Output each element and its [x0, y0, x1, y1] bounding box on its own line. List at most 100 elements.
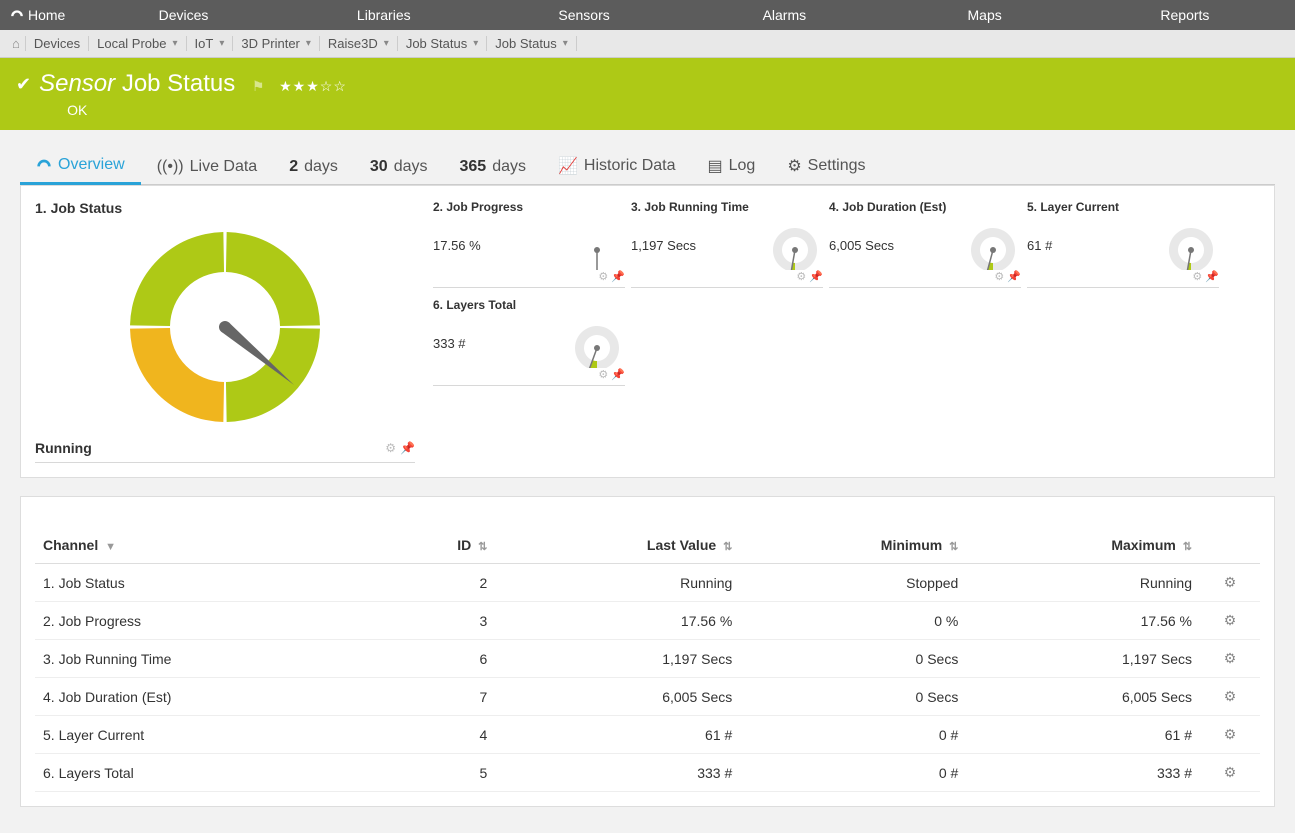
tab-settings[interactable]: ⚙ Settings: [771, 148, 881, 184]
cell-min: 0 Secs: [740, 640, 966, 678]
rating-stars[interactable]: ★★★☆☆: [279, 78, 347, 94]
sort-icon: ⇅: [949, 541, 958, 553]
pin-icon[interactable]: 📌: [809, 270, 823, 283]
cell-channel: 1. Job Status: [35, 564, 384, 602]
mini-gauge: 5. Layer Current 61 # ⚙ 📌: [1027, 200, 1219, 288]
tab-livedata[interactable]: ((•)) Live Data: [141, 150, 274, 184]
nav-devices[interactable]: Devices: [83, 0, 283, 30]
gear-icon[interactable]: ⚙: [385, 441, 396, 455]
pin-icon[interactable]: 📌: [611, 270, 625, 283]
gear-icon[interactable]: ⚙: [1224, 688, 1237, 704]
gear-icon[interactable]: ⚙: [1224, 574, 1237, 590]
breadcrumb-home-icon[interactable]: ⌂: [6, 36, 26, 51]
tab-log[interactable]: ▤ Log: [692, 148, 772, 184]
mini-gauge-icon: [767, 220, 823, 270]
tabs: Overview ((•)) Live Data 2days 30days 36…: [20, 148, 1275, 185]
nav-home-label: Home: [28, 7, 65, 23]
gear-icon: ⚙: [787, 156, 801, 176]
col-min[interactable]: Minimum ⇅: [740, 527, 966, 564]
col-channel[interactable]: Channel ▼: [35, 527, 384, 564]
cell-id: 7: [384, 678, 495, 716]
chevron-down-icon: ▾: [563, 38, 568, 49]
nav-reports[interactable]: Reports: [1085, 0, 1285, 30]
cell-id: 5: [384, 754, 495, 792]
nav-libraries[interactable]: Libraries: [284, 0, 484, 30]
breadcrumb-item[interactable]: Raise3D▾: [319, 36, 398, 51]
table-row: 1. Job Status 2 Running Stopped Running …: [35, 564, 1260, 602]
breadcrumb-item[interactable]: Local Probe▾: [88, 36, 186, 51]
nav-home[interactable]: Home: [10, 0, 83, 30]
check-icon: ✔: [16, 74, 31, 95]
mini-gauge-icon: [965, 220, 1021, 270]
pin-icon[interactable]: 📌: [1205, 270, 1219, 283]
col-id[interactable]: ID ⇅: [384, 527, 495, 564]
tab-historic[interactable]: 📈 Historic Data: [542, 148, 692, 184]
mini-gauge-title: 2. Job Progress: [433, 200, 625, 214]
tab-overview[interactable]: Overview: [20, 148, 141, 185]
gear-icon[interactable]: ⚙: [1224, 612, 1237, 628]
breadcrumb-item[interactable]: 3D Printer▾: [232, 36, 320, 51]
breadcrumb-item[interactable]: Job Status▾: [397, 36, 487, 51]
list-icon: ▤: [708, 156, 723, 176]
nav-alarms[interactable]: Alarms: [684, 0, 884, 30]
gauge-panel: 1. Job Status Running ⚙ 📌 2. Job Progres…: [20, 185, 1275, 478]
mini-gauge-icon: [569, 220, 625, 270]
col-last[interactable]: Last Value ⇅: [495, 527, 740, 564]
mini-gauge-icon: [1163, 220, 1219, 270]
mini-gauge-value: 6,005 Secs: [829, 238, 894, 253]
sensor-header: ✔ Sensor Job Status ⚑ ★★★☆☆ OK: [0, 58, 1295, 130]
gear-icon[interactable]: ⚙: [1224, 650, 1237, 666]
sort-icon: ⇅: [723, 541, 732, 553]
tab-2days[interactable]: 2days: [273, 150, 354, 184]
cell-min: 0 %: [740, 602, 966, 640]
mini-gauge: 2. Job Progress 17.56 % ⚙ 📌: [433, 200, 625, 288]
breadcrumb-item[interactable]: Job Status▾: [486, 36, 576, 51]
table-row: 3. Job Running Time 6 1,197 Secs 0 Secs …: [35, 640, 1260, 678]
tab-365days[interactable]: 365days: [444, 150, 543, 184]
main-gauge-title: 1. Job Status: [35, 200, 415, 216]
area-chart-icon: 📈: [558, 156, 578, 176]
pin-icon[interactable]: 📌: [1007, 270, 1021, 283]
flag-icon[interactable]: ⚑: [252, 78, 265, 94]
nav-sensors[interactable]: Sensors: [484, 0, 684, 30]
cell-max: 17.56 %: [966, 602, 1200, 640]
breadcrumb-item[interactable]: IoT▾: [186, 36, 234, 51]
gear-icon[interactable]: ⚙: [796, 270, 806, 283]
cell-last: 333 #: [495, 754, 740, 792]
breadcrumb-item[interactable]: Devices: [25, 36, 89, 51]
gear-icon[interactable]: ⚙: [994, 270, 1004, 283]
cell-last: 61 #: [495, 716, 740, 754]
chevron-down-icon: ▾: [219, 38, 224, 49]
mini-gauge: 6. Layers Total 333 # ⚙ 📌: [433, 298, 625, 386]
gear-icon[interactable]: ⚙: [1192, 270, 1202, 283]
mini-gauge-grid: 2. Job Progress 17.56 % ⚙ 📌 3. Job Runni…: [427, 200, 1260, 396]
pin-icon[interactable]: 📌: [611, 368, 625, 381]
chevron-down-icon: ▾: [173, 38, 178, 49]
gear-icon[interactable]: ⚙: [598, 368, 608, 381]
pin-icon[interactable]: 📌: [400, 441, 415, 455]
col-max[interactable]: Maximum ⇅: [966, 527, 1200, 564]
nav-maps[interactable]: Maps: [884, 0, 1084, 30]
top-nav: Home Devices Libraries Sensors Alarms Ma…: [0, 0, 1295, 30]
gauge-half-icon: [10, 8, 24, 22]
donut-chart: [115, 222, 335, 432]
table-row: 4. Job Duration (Est) 7 6,005 Secs 0 Sec…: [35, 678, 1260, 716]
gear-icon[interactable]: ⚙: [598, 270, 608, 283]
cell-id: 6: [384, 640, 495, 678]
gear-icon[interactable]: ⚙: [1224, 764, 1237, 780]
cell-max: 6,005 Secs: [966, 678, 1200, 716]
gear-icon[interactable]: ⚙: [1224, 726, 1237, 742]
cell-id: 2: [384, 564, 495, 602]
cell-channel: 5. Layer Current: [35, 716, 384, 754]
mini-gauge-value: 61 #: [1027, 238, 1052, 253]
sensor-status: OK: [67, 102, 347, 118]
table-row: 6. Layers Total 5 333 # 0 # 333 # ⚙: [35, 754, 1260, 792]
gauge-half-icon: [36, 157, 52, 173]
sort-icon: ⇅: [478, 541, 487, 553]
chevron-down-icon: ▾: [473, 38, 478, 49]
main-gauge: 1. Job Status Running ⚙ 📌: [35, 200, 415, 463]
sort-icon: ⇅: [1183, 541, 1192, 553]
cell-last: 6,005 Secs: [495, 678, 740, 716]
tab-30days[interactable]: 30days: [354, 150, 444, 184]
mini-gauge: 4. Job Duration (Est) 6,005 Secs ⚙ 📌: [829, 200, 1021, 288]
